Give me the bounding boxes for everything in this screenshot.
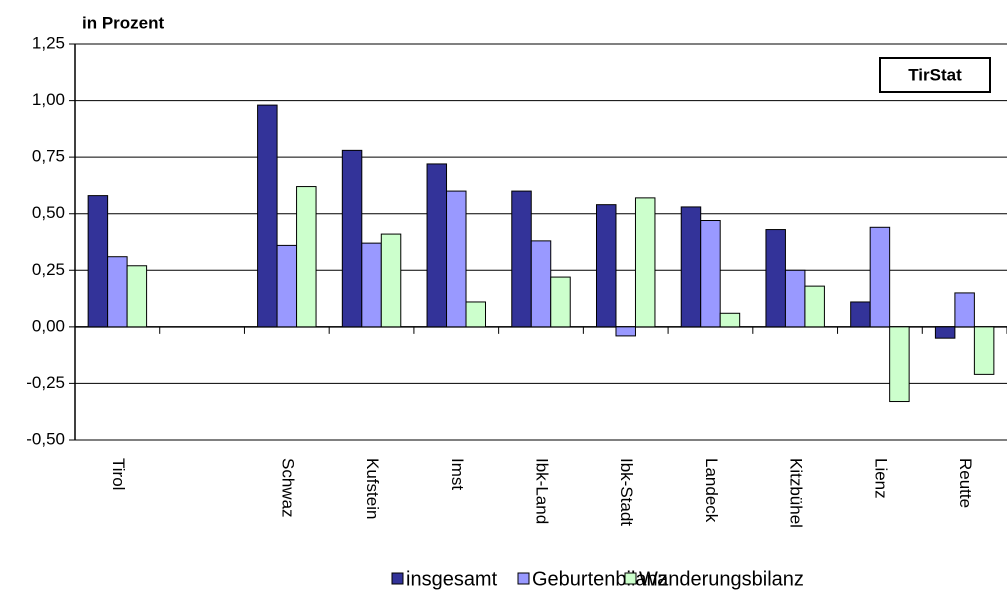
bar bbox=[446, 190, 467, 328]
bar bbox=[276, 244, 298, 328]
bar bbox=[850, 301, 871, 328]
bar bbox=[426, 163, 448, 328]
x-tick-label: Tirol bbox=[109, 458, 128, 490]
bar bbox=[126, 265, 148, 328]
y-tick-label: 0,50 bbox=[32, 203, 65, 222]
bar bbox=[257, 104, 278, 328]
x-tick-label: Kitzbühel bbox=[787, 458, 806, 528]
bar bbox=[765, 229, 786, 328]
y-axis-label: in Prozent bbox=[82, 13, 165, 32]
bar bbox=[973, 326, 995, 375]
bar bbox=[700, 220, 721, 328]
legend-swatch bbox=[517, 572, 530, 585]
x-tick-label: Lienz bbox=[871, 458, 890, 499]
x-tick-label: Kufstein bbox=[363, 458, 382, 519]
legend-swatch bbox=[624, 572, 637, 585]
bar bbox=[680, 206, 702, 328]
x-tick-label: Ibk-Stadt bbox=[617, 458, 636, 526]
annotation: TirStat bbox=[908, 65, 962, 84]
x-tick-label: Schwaz bbox=[278, 458, 297, 518]
bar bbox=[934, 326, 956, 339]
bar bbox=[869, 226, 891, 328]
bar bbox=[530, 240, 552, 328]
bar bbox=[550, 276, 571, 328]
x-tick-label: Ibk-Land bbox=[533, 458, 552, 524]
y-tick-label: -0,50 bbox=[26, 429, 65, 448]
bar bbox=[719, 312, 741, 328]
x-tick-label: Reutte bbox=[956, 458, 975, 508]
bar bbox=[511, 190, 532, 328]
bar bbox=[465, 301, 487, 328]
y-tick-label: 0,25 bbox=[32, 260, 65, 279]
y-tick-label: 1,25 bbox=[32, 33, 65, 52]
legend-label: insgesamt bbox=[406, 568, 498, 590]
bar bbox=[634, 197, 656, 328]
bar bbox=[804, 285, 825, 328]
bar bbox=[341, 149, 363, 328]
x-tick-label: Imst bbox=[448, 458, 467, 490]
x-tick-label: Landeck bbox=[702, 458, 721, 523]
bar bbox=[361, 242, 382, 328]
bar bbox=[595, 204, 617, 328]
bar bbox=[107, 256, 128, 328]
legend-swatch bbox=[391, 572, 404, 585]
y-tick-label: -0,25 bbox=[26, 373, 65, 392]
y-tick-label: 0,00 bbox=[32, 316, 65, 335]
bar bbox=[954, 292, 975, 328]
bar bbox=[87, 195, 109, 328]
y-tick-label: 1,00 bbox=[32, 90, 65, 109]
bar bbox=[784, 269, 806, 328]
bar bbox=[380, 233, 402, 328]
annotation-box bbox=[879, 57, 991, 93]
legend-label: Wanderungsbilanz bbox=[639, 568, 804, 590]
y-tick-label: 0,75 bbox=[32, 147, 65, 166]
bar bbox=[615, 326, 636, 337]
bar bbox=[889, 326, 910, 403]
bar bbox=[296, 186, 317, 328]
